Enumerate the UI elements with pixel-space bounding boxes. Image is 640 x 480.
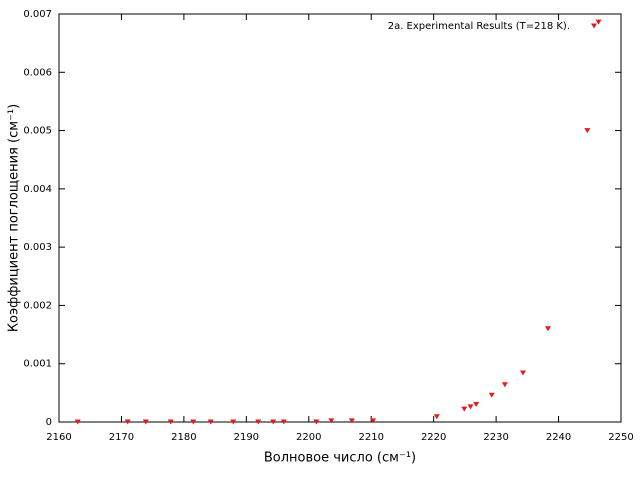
- data-point: [370, 418, 377, 424]
- data-point: [544, 326, 551, 332]
- data-point: [519, 370, 526, 376]
- data-point: [348, 418, 355, 424]
- data-point: [270, 419, 277, 425]
- x-tick-label: 2200: [296, 432, 321, 443]
- data-point: [167, 419, 174, 425]
- y-tick-label: 0.006: [23, 67, 52, 78]
- data-point: [230, 419, 237, 425]
- x-tick-label: 2210: [358, 432, 383, 443]
- x-axis-label: Волновое число (см⁻¹): [264, 451, 416, 466]
- y-tick-label: 0: [46, 417, 52, 428]
- data-point: [584, 128, 591, 134]
- data-point: [467, 404, 474, 410]
- y-axis-label: Коэффициент поглощения (см⁻¹): [7, 104, 22, 332]
- x-tick-label: 2180: [171, 432, 196, 443]
- data-point: [190, 419, 197, 425]
- x-tick-label: 2230: [483, 432, 508, 443]
- data-point: [595, 19, 602, 25]
- data-point: [74, 419, 81, 425]
- x-tick-label: 2240: [546, 432, 571, 443]
- data-point: [461, 406, 468, 412]
- y-tick-label: 0.004: [23, 184, 52, 195]
- y-tick-label: 0.001: [23, 359, 52, 370]
- legend-label: 2a. Experimental Results (T=218 K).: [388, 21, 570, 32]
- data-point: [142, 419, 149, 425]
- x-tick-label: 2160: [46, 432, 71, 443]
- data-point: [328, 418, 335, 424]
- data-point: [255, 419, 262, 425]
- x-tick-label: 2250: [608, 432, 633, 443]
- y-tick-label: 0.003: [23, 242, 52, 253]
- data-point: [313, 419, 320, 425]
- data-point: [501, 382, 508, 388]
- y-tick-label: 0.007: [23, 9, 52, 20]
- y-tick-label: 0.005: [23, 126, 52, 137]
- legend-marker: [591, 23, 597, 29]
- plot-frame: [58, 13, 622, 423]
- data-point: [473, 402, 480, 408]
- data-point: [433, 414, 440, 420]
- y-tick-label: 0.002: [23, 300, 52, 311]
- x-tick-label: 2170: [109, 432, 134, 443]
- x-tick-label: 2190: [234, 432, 259, 443]
- data-point: [124, 419, 131, 425]
- x-tick-label: 2220: [421, 432, 446, 443]
- data-point: [488, 392, 495, 398]
- data-point: [207, 419, 214, 425]
- data-point: [280, 419, 287, 425]
